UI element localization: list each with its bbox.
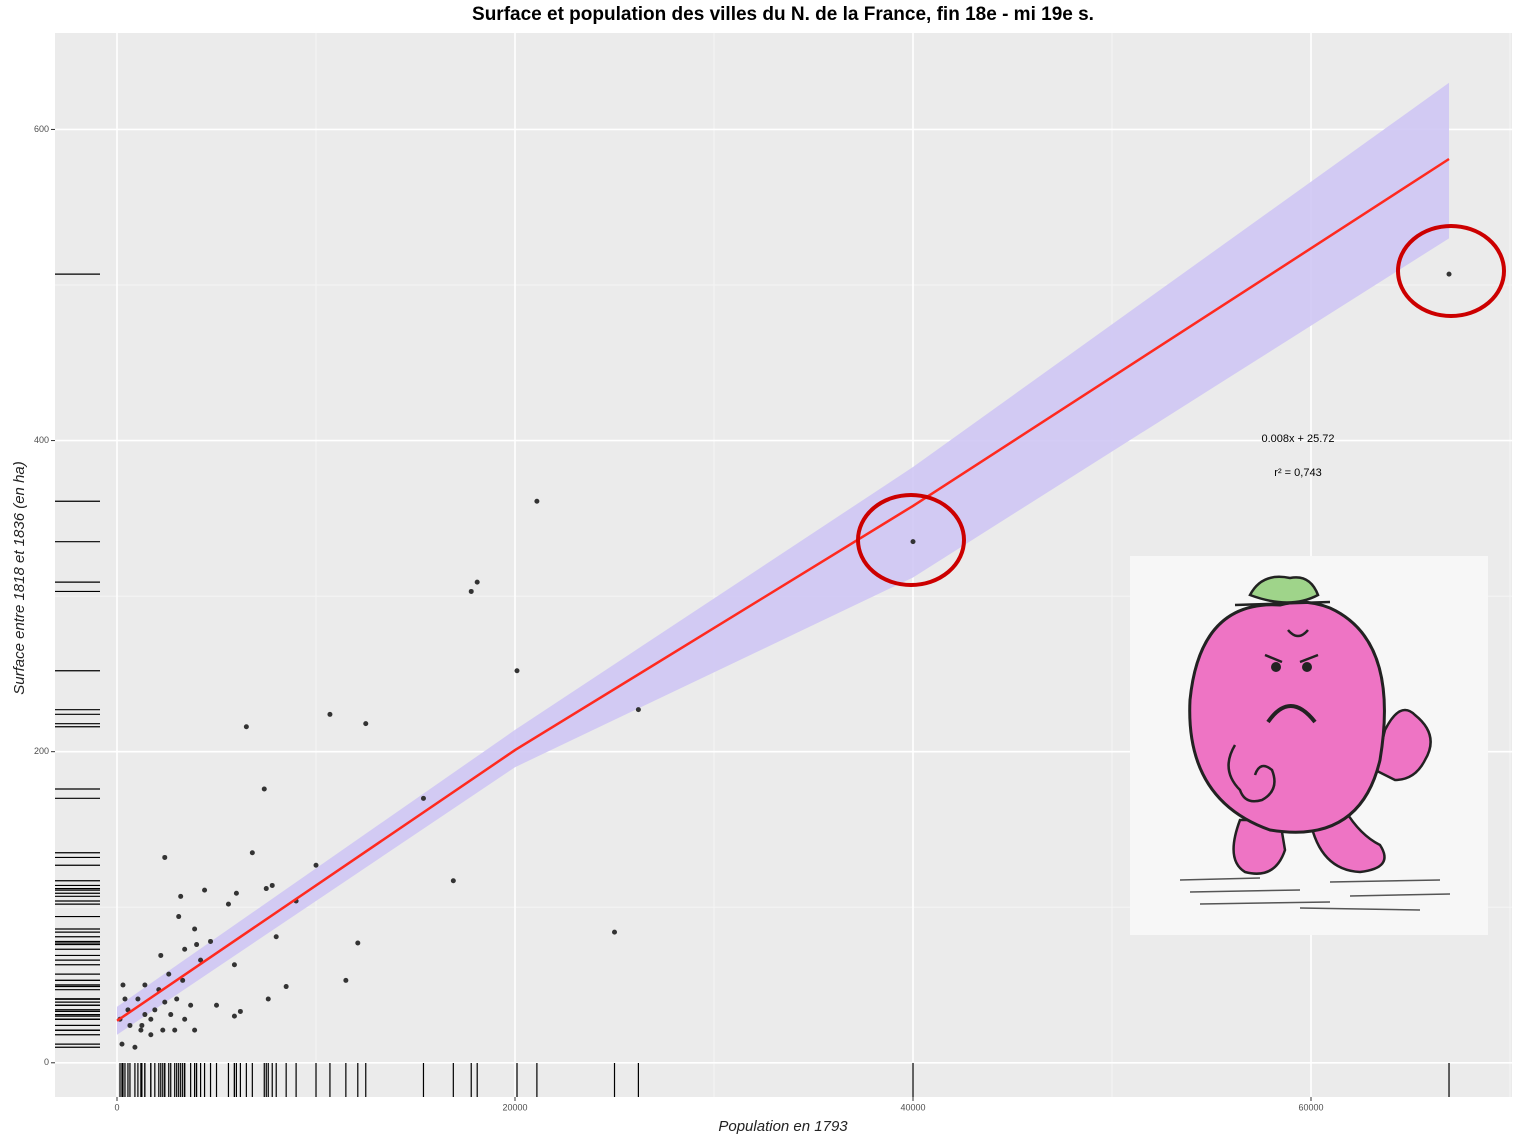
point (1446, 271, 1452, 277)
point (152, 1007, 158, 1013)
hat-brim (1234, 600, 1331, 607)
point (273, 934, 279, 940)
point (166, 971, 172, 977)
points-layer (117, 271, 1452, 1050)
y-tick-label: 400 (34, 435, 49, 445)
point (120, 982, 126, 988)
point (188, 1002, 194, 1008)
point (192, 926, 198, 932)
point (192, 1027, 198, 1033)
brow (1287, 629, 1309, 638)
point (263, 886, 269, 892)
x-tick-label: 0 (115, 1102, 120, 1112)
point (514, 668, 520, 674)
point (182, 1016, 188, 1022)
fit-layer (116, 157, 1450, 1022)
point (160, 1027, 166, 1033)
point (534, 498, 540, 504)
r-squared: r² = 0,743 (1274, 467, 1321, 479)
point (162, 854, 168, 860)
point (283, 984, 289, 990)
point (327, 711, 333, 717)
point (261, 786, 267, 792)
y-tick-label: 200 (34, 746, 49, 756)
point (162, 999, 168, 1005)
confidence-band (117, 82, 1450, 1035)
ticks-layer: 0 20000 40000 60000 0 200 400 600 (34, 124, 1324, 1113)
equation: 0.008x + 25.72 (1261, 433, 1334, 445)
point (194, 942, 200, 948)
point (468, 588, 474, 594)
point (231, 962, 237, 968)
point (343, 977, 349, 983)
point (158, 952, 164, 958)
y-tick-label: 0 (44, 1057, 49, 1067)
point (119, 1041, 125, 1047)
point (178, 893, 184, 899)
point (198, 957, 204, 963)
point (148, 1032, 154, 1038)
point (142, 982, 148, 988)
x-tick-label: 20000 (502, 1102, 527, 1112)
point (202, 887, 208, 893)
point (249, 850, 255, 856)
y-axis-label: Surface entre 1818 et 1836 (en ha) (11, 461, 28, 695)
point (612, 929, 618, 935)
point (180, 977, 186, 983)
brows (1264, 653, 1319, 664)
ground-lines (1179, 877, 1451, 911)
y-tick-label: 600 (34, 124, 49, 134)
left-leg (1232, 818, 1287, 875)
rug-layer (55, 273, 1450, 1097)
right-hand (1373, 708, 1432, 782)
x-axis-label: Population en 1793 (718, 1118, 848, 1135)
point (138, 1027, 144, 1033)
highlight-circle (856, 493, 966, 587)
point (174, 996, 180, 1002)
highlight-circle (1396, 224, 1506, 318)
eye (1302, 662, 1312, 672)
character-illustration (1130, 556, 1488, 935)
point (132, 1044, 138, 1050)
point (910, 539, 916, 545)
point (231, 1013, 237, 1019)
point (214, 1002, 220, 1008)
point (269, 882, 275, 888)
point (237, 1008, 243, 1014)
x-tick-label: 40000 (900, 1102, 925, 1112)
point (148, 1016, 154, 1022)
point (420, 795, 426, 801)
point (127, 1022, 133, 1028)
point (122, 996, 128, 1002)
chart-title: Surface et population des villes du N. d… (472, 4, 1094, 25)
point (355, 940, 361, 946)
point (172, 1027, 178, 1033)
point (182, 946, 188, 952)
confidence-band-layer (117, 82, 1450, 1035)
mouth (1266, 704, 1317, 724)
point (225, 901, 231, 907)
point (474, 579, 480, 585)
point (135, 996, 141, 1002)
point (168, 1012, 174, 1018)
point (635, 707, 641, 713)
point (142, 1012, 148, 1018)
point (176, 914, 182, 920)
x-tick-label: 60000 (1298, 1102, 1323, 1112)
eye (1271, 662, 1281, 672)
point (208, 938, 214, 944)
regression-line (116, 157, 1450, 1022)
left-hand (1227, 744, 1276, 803)
point (243, 724, 249, 730)
point (139, 1022, 145, 1028)
body (1188, 600, 1386, 834)
point (363, 721, 369, 727)
point (450, 878, 456, 884)
point (233, 890, 239, 896)
point (313, 862, 319, 868)
point (265, 996, 271, 1002)
